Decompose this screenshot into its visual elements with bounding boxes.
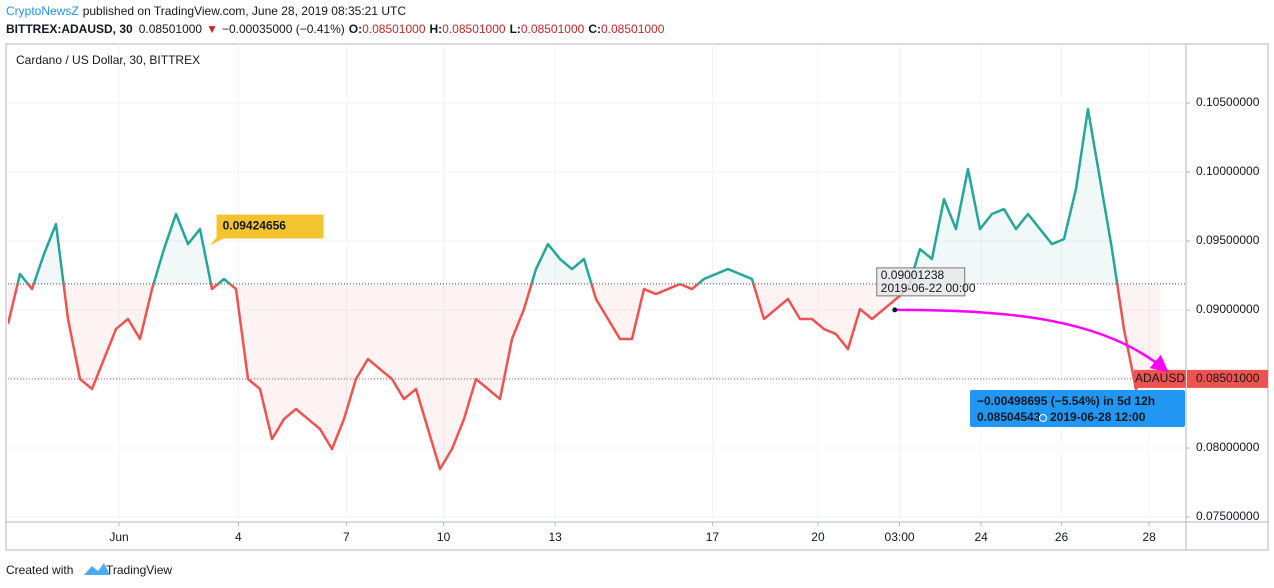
footer-brand[interactable]: TradingView — [106, 563, 172, 577]
price-tag-text: 0.08501000 — [1196, 371, 1260, 385]
arrow: ▼ — [206, 22, 218, 36]
area-up — [17, 109, 1118, 284]
y-tick-label: 0.08000000 — [1196, 440, 1260, 454]
area-down — [8, 283, 1160, 470]
tv-logo — [84, 563, 110, 575]
overlays: ADAUSD 0.085010000.094246560.090012382019… — [209, 214, 1268, 427]
measure-box — [970, 390, 1185, 427]
x-tick-label: 10 — [437, 530, 451, 544]
anchor-point — [892, 307, 898, 313]
callout-text: 0.09424656 — [223, 219, 287, 233]
callout-box — [209, 214, 324, 246]
published: published on TradingView.com, June 28, 2… — [83, 4, 407, 18]
plot — [8, 107, 1186, 471]
ohlc-bar: BITTREX:ADAUSD, 30 0.08501000 ▼ −0.00035000… — [6, 22, 665, 36]
x-tick-label: 20 — [811, 530, 825, 544]
price-line-up — [16, 107, 1119, 284]
symbol-tag — [1134, 369, 1186, 388]
clock-icon — [1039, 414, 1047, 422]
x-tick-label: 03:00 — [885, 530, 915, 544]
y-tick-label: 0.10000000 — [1196, 164, 1260, 178]
x-tick-label: 24 — [974, 530, 988, 544]
y-tick-label: 0.10500000 — [1196, 95, 1260, 109]
measure-to-value: 0.08504543 — [977, 410, 1041, 424]
symbol-tag-text: ADAUSD — [1135, 371, 1185, 385]
x-tick-label: 28 — [1142, 530, 1156, 544]
x-tick-label: 26 — [1055, 530, 1069, 544]
last: 0.08501000 — [139, 22, 203, 36]
measure-arrow — [894, 308, 1169, 373]
tooltip-date: 2019-06-22 00:00 — [881, 281, 976, 295]
c: 0.08501000 — [601, 22, 665, 36]
x-tick-label: Jun — [109, 530, 128, 544]
y-tick-label: 0.09500000 — [1196, 233, 1260, 247]
l-label: L: — [510, 22, 521, 36]
author-link[interactable]: CryptoNewsZ — [6, 4, 79, 18]
header: CryptoNewsZ published on TradingView.com,… — [6, 4, 406, 18]
x-tick-label: 13 — [549, 530, 563, 544]
created-with: Created with — [6, 563, 73, 577]
h: 0.08501000 — [442, 22, 506, 36]
h-label: H: — [430, 22, 443, 36]
tooltip-value: 0.09001238 — [881, 268, 945, 282]
c-label: C: — [588, 22, 601, 36]
x-tick-label: 7 — [343, 530, 350, 544]
change: −0.00035000 (−0.41%) — [222, 22, 345, 36]
measure-to-date: 2019-06-28 12:00 — [1050, 410, 1146, 424]
x-tick-label: 4 — [235, 530, 242, 544]
measure-change: −0.00498695 (−5.54%) in 5d 12h — [977, 394, 1155, 408]
price-tag — [1187, 369, 1268, 388]
chart-title: Cardano / US Dollar, 30, BITTREX — [16, 53, 200, 67]
y-tick-label: 0.07500000 — [1196, 509, 1260, 523]
y-tick-label: 0.09000000 — [1196, 302, 1260, 316]
footer: Created with — [6, 563, 73, 577]
o: 0.08501000 — [362, 22, 426, 36]
l: 0.08501000 — [521, 22, 585, 36]
tooltip-box — [876, 267, 966, 297]
symbol: BITTREX:ADAUSD, 30 — [6, 22, 133, 36]
chart-frame — [5, 43, 1269, 551]
o-label: O: — [349, 22, 362, 36]
x-tick-label: 17 — [706, 530, 720, 544]
